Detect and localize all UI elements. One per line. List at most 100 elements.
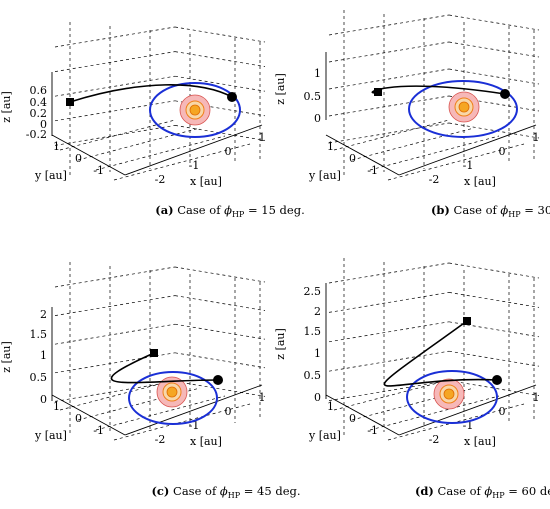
caption-letter: (d): [415, 484, 434, 498]
earth-orbit: [408, 80, 518, 138]
gridline-horizontal: [448, 122, 540, 139]
x-axis-label: x [au]: [464, 435, 496, 448]
x-axis-line: [398, 384, 537, 436]
y-axis-label: y [au]: [34, 429, 67, 442]
gridline-horizontal: [328, 122, 450, 144]
x-tick-label: 1: [533, 131, 540, 144]
x-tick-label: -2: [155, 433, 166, 446]
y-axis-line: [325, 394, 400, 436]
x-axis-label: x [au]: [190, 435, 222, 448]
x-tick-label: 0: [225, 145, 232, 158]
y-tick-label: -1: [93, 164, 104, 177]
gridline-floor: [95, 135, 226, 171]
caption-tail: = 60 deg.: [505, 484, 550, 498]
x-axis-label: x [au]: [190, 175, 222, 188]
gridline-horizontal: [328, 95, 450, 117]
gridline-horizontal: [54, 75, 176, 97]
caption-symbol: ϕ: [500, 203, 508, 217]
trajectory-start-marker: [500, 89, 510, 99]
x-tick-label: -1: [463, 159, 474, 172]
gridline-floor: [351, 127, 475, 161]
gridline-horizontal: [54, 100, 176, 122]
z-tick-label: 2: [314, 305, 321, 318]
gridline-floor: [95, 395, 226, 431]
gridline-horizontal: [54, 352, 176, 374]
y-tick-label: -1: [93, 424, 104, 437]
earth-orbit: [406, 370, 498, 424]
z-tick-label: 2.5: [304, 285, 322, 298]
panel-caption: (d) Case of ϕHP = 60 deg.: [415, 484, 550, 500]
caption-symbol: ϕ: [484, 484, 492, 498]
y-axis-label: y [au]: [308, 169, 341, 182]
x-tick-label: 0: [225, 405, 232, 418]
gridline-horizontal: [328, 350, 450, 372]
x-tick-label: 0: [499, 405, 506, 418]
gridline-horizontal: [54, 26, 176, 48]
z-tick-label: 0: [314, 112, 321, 125]
y-axis-label: y [au]: [308, 429, 341, 442]
x-tick-label: 1: [533, 391, 540, 404]
z-tick-label: 0.6: [30, 84, 48, 97]
caption-tail: = 15 deg.: [244, 203, 304, 217]
trajectory-end-marker: [374, 88, 382, 96]
z-tick-label: 0.2: [30, 107, 48, 120]
x-tick-label: 1: [259, 131, 266, 144]
caption-tail: = 30 deg.: [521, 203, 550, 217]
x-axis-line: [124, 384, 263, 436]
z-tick-label: 0.4: [30, 96, 48, 109]
z-tick-label: -0.2: [26, 128, 47, 141]
z-axis-label: z [au]: [0, 341, 13, 373]
x-tick-label: -2: [429, 173, 440, 186]
gridline-horizontal: [328, 14, 450, 36]
gridline-horizontal: [54, 323, 176, 345]
gridline-horizontal: [328, 41, 450, 63]
caption-text: Case of: [434, 484, 485, 498]
z-tick-label: 0.5: [304, 90, 322, 103]
caption-subscript: HP: [508, 210, 521, 219]
y-tick-label: 0: [75, 412, 82, 425]
gridline-horizontal: [448, 350, 540, 367]
trajectory-end-marker: [66, 98, 74, 106]
earth-orbit: [128, 371, 218, 425]
transfer-trajectory: [371, 85, 506, 95]
gridline-horizontal: [174, 295, 266, 311]
trajectory-end-marker: [150, 349, 158, 357]
gridline-horizontal: [54, 295, 176, 316]
transfer-trajectory: [110, 352, 219, 384]
caption-symbol: ϕ: [220, 484, 228, 498]
panel-b: 1 0.5 0 z [au] 1 0 -1 y [au] -2 -1 0 1 x [au] (b) Cas…: [274, 10, 550, 219]
sun-core: [458, 101, 470, 113]
caption-letter: (c): [151, 484, 169, 498]
x-tick-label: -1: [463, 419, 474, 432]
gridline-horizontal: [54, 381, 176, 402]
gridline-floor: [59, 119, 176, 151]
trajectory-start-marker: [213, 375, 223, 385]
gridline-horizontal: [54, 266, 176, 288]
panel-caption: (a) Case of ϕHP = 15 deg.: [155, 203, 304, 219]
panel-caption: (b) Case of ϕHP = 30 deg.: [431, 203, 550, 219]
y-tick-label: 1: [53, 400, 60, 413]
x-tick-label: 1: [259, 391, 266, 404]
earth-orbit: [149, 82, 241, 138]
caption-subscript: HP: [492, 491, 505, 500]
y-tick-label: 0: [75, 152, 82, 165]
gridline-floor: [369, 135, 500, 171]
caption-text: Case of: [169, 484, 220, 498]
z-tick-label: 1.5: [30, 328, 48, 341]
z-tick-label: 0: [314, 391, 321, 404]
gridline-floor: [77, 127, 201, 161]
gridline-floor: [333, 379, 450, 411]
gridline-floor: [59, 379, 176, 411]
x-axis-line: [398, 124, 537, 176]
gridline-horizontal: [448, 262, 540, 279]
y-axis-line: [51, 394, 126, 436]
z-tick-label: 0.5: [30, 371, 48, 384]
x-tick-label: -2: [429, 433, 440, 446]
caption-tail: = 45 deg.: [240, 484, 300, 498]
caption-subscript: HP: [228, 491, 241, 500]
gridline-floor: [333, 119, 450, 151]
y-tick-label: 1: [327, 400, 334, 413]
y-tick-label: 0: [349, 152, 356, 165]
